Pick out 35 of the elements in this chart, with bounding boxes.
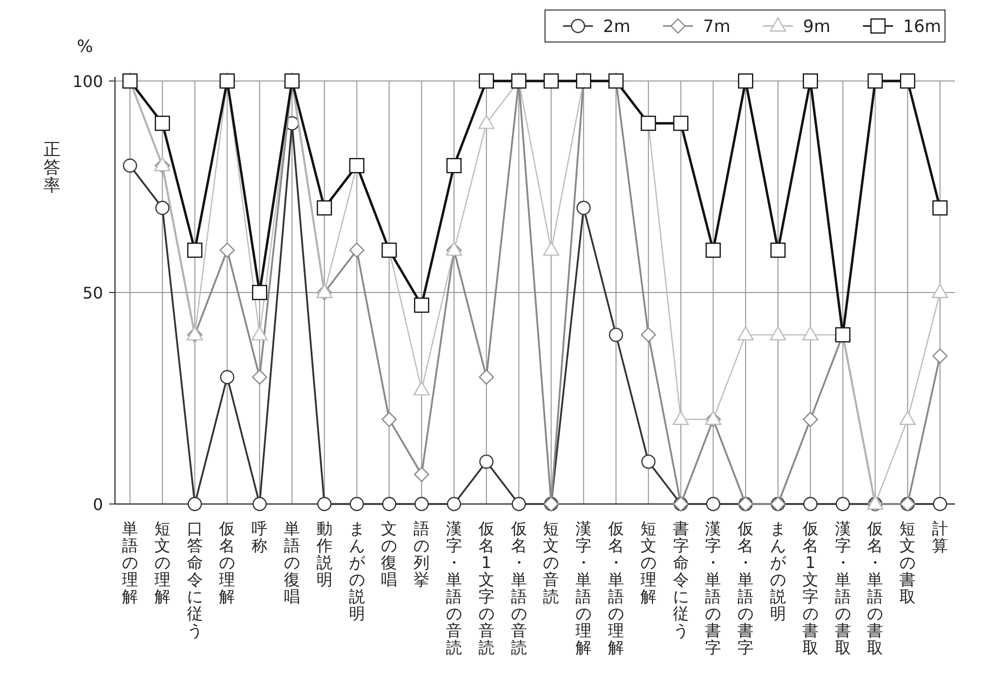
x-tick-label: 仮名・単語の理解 bbox=[607, 519, 624, 657]
x-tick-label: 漢字・単語の音読 bbox=[446, 519, 462, 657]
x-tick-label: 動作説明 bbox=[315, 519, 332, 589]
x-tick-label: 漢字・単語の理解 bbox=[576, 519, 592, 657]
y-axis-title: 正答率 bbox=[44, 140, 60, 196]
x-tick-label: 書字命令に従う bbox=[672, 519, 689, 640]
x-tick-label: 漢字・単語の書取 bbox=[834, 519, 851, 657]
y-tick-label: 0 bbox=[92, 495, 103, 514]
x-tick-label: 仮名の理解 bbox=[218, 519, 236, 606]
x-tick-label: 短文の理解 bbox=[640, 519, 656, 606]
x-tick-label: 仮名・単語の書字 bbox=[736, 519, 754, 657]
x-tick-label: 短文の理解 bbox=[154, 519, 170, 606]
text: % bbox=[76, 37, 94, 57]
x-tick-label: 文の復唱 bbox=[381, 519, 398, 589]
x-tick-label: 計算 bbox=[932, 519, 948, 555]
x-tick-label: 仮名1文字の書取 bbox=[801, 519, 818, 657]
x-tick-label: 仮名1文字の音読 bbox=[477, 519, 494, 657]
x-tick-label: まんがの説明 bbox=[770, 519, 787, 623]
x-tick-label: まんがの説明 bbox=[348, 519, 366, 623]
x-tick-label: 単語の理解 bbox=[122, 519, 138, 606]
x-tick-label: 呼称 bbox=[252, 519, 268, 555]
x-tick-label: 短文の書取 bbox=[900, 519, 916, 606]
x-tick-label: 仮名・単語の音読 bbox=[510, 519, 527, 657]
x-tick-label: 仮名・単語の書取 bbox=[866, 519, 884, 657]
x-tick-label: 単語の復唱 bbox=[284, 519, 300, 606]
x-tick-label: 口答命令に従う bbox=[186, 519, 203, 640]
y-tick-label: 100 bbox=[72, 72, 103, 91]
x-tick-label: 漢字・単語の書字 bbox=[705, 519, 722, 657]
legend-label: 9m bbox=[803, 17, 830, 37]
x-tick-label: 語の列挙 bbox=[414, 519, 430, 589]
x-tick-label: 短文の音読 bbox=[543, 519, 560, 606]
legend-label: 16m bbox=[903, 17, 942, 37]
legend-label: 7m bbox=[703, 17, 730, 37]
legend-label: 2m bbox=[603, 17, 630, 37]
y-tick-label: 50 bbox=[82, 284, 103, 302]
